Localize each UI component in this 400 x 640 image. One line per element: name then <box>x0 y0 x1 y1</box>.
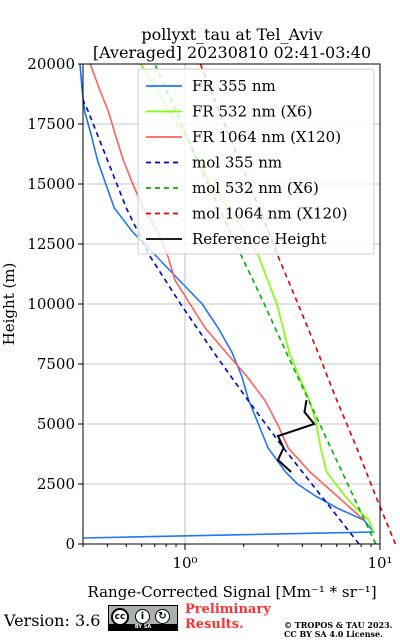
y-tick-label: 5000 <box>37 415 75 433</box>
series-line-reference-height <box>276 399 316 473</box>
copyright-line-1: © TROPOS & TAU 2023. <box>284 620 393 630</box>
cc-badge-text: BY SA <box>109 624 177 630</box>
cc-license-badge: cc i ↻ BY SA <box>108 605 178 631</box>
series-line-fr-1064-nm-x120- <box>89 63 365 521</box>
version-label: Version: 3.6 <box>4 611 101 630</box>
y-axis-label: Height (m) <box>0 263 18 346</box>
copyright-line-2: CC BY SA 4.0 License. <box>284 629 383 639</box>
preliminary-results-label: Preliminary Results. <box>185 602 271 632</box>
y-tick-label: 0 <box>65 535 75 553</box>
x-tick-label: 10⁰ <box>172 554 197 572</box>
x-axis-label: Range-Corrected Signal [Mm⁻¹ * sr⁻¹] <box>87 583 376 601</box>
legend-label: mol 532 nm (X6) <box>192 179 319 197</box>
y-tick-label: 17500 <box>27 115 75 133</box>
plot-area: 0 2500 5000 7500 10000 12500 15000 17500 20000 10… <box>27 55 397 572</box>
y-tick-label: 15000 <box>27 175 75 193</box>
y-tick-label: 12500 <box>27 235 75 253</box>
y-tick-label: 20000 <box>27 55 75 73</box>
series-line-fr-355-nm <box>79 63 376 539</box>
legend-label: mol 1064 nm (X120) <box>192 205 347 223</box>
attribution-icon: i <box>135 609 150 624</box>
y-tick-label: 2500 <box>37 475 75 493</box>
chart-title: pollyxt_tau at Tel_Aviv <box>141 25 322 44</box>
legend-label: FR 355 nm <box>192 77 276 95</box>
x-tick-label: 10¹ <box>367 554 392 572</box>
legend-label: FR 1064 nm (X120) <box>192 128 341 146</box>
legend-box <box>137 68 375 255</box>
legend-label: Reference Height <box>192 230 326 248</box>
share-alike-icon: ↻ <box>155 609 170 624</box>
y-tick-label: 7500 <box>37 355 75 373</box>
legend-label: FR 532 nm (X6) <box>192 103 312 121</box>
legend-label: mol 355 nm <box>192 154 282 172</box>
chart-subtitle: [Averaged] 20230810 02:41-03:40 <box>93 43 371 62</box>
series-line-mol-355-nm <box>82 99 360 545</box>
y-tick-label: 10000 <box>27 295 75 313</box>
